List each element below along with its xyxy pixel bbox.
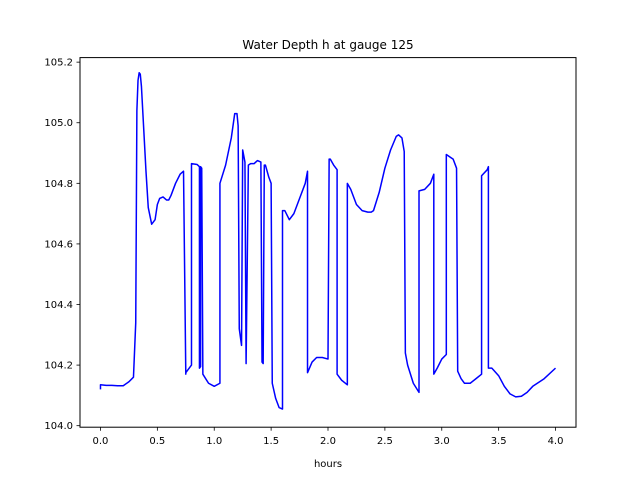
x-tick-label: 3.0 (434, 436, 450, 447)
x-tick-label: 2.5 (377, 436, 393, 447)
series-line-0 (99, 72, 557, 410)
x-tick-label: 2.0 (320, 436, 336, 447)
y-tick-label: 104.8 (44, 179, 73, 190)
y-axis: 104.0 104.2 104.4 104.6 104.8 105.0 105.2 (44, 58, 80, 432)
y-tick-label: 104.0 (44, 421, 73, 432)
plot-area (99, 72, 557, 410)
x-tick-label: 0.5 (149, 436, 165, 447)
x-tick-label: 0.0 (93, 436, 109, 447)
x-tick-label: 1.0 (206, 436, 222, 447)
chart-title: Water Depth h at gauge 125 (242, 38, 413, 52)
y-tick-label: 104.6 (44, 239, 73, 250)
x-tick-label: 1.5 (263, 436, 279, 447)
x-axis: 0.0 0.5 1.0 1.5 2.0 2.5 3.0 3.5 4.0 (93, 427, 564, 447)
x-axis-label: hours (314, 459, 342, 470)
y-tick-label: 104.2 (44, 361, 73, 372)
plot-frame (79, 57, 577, 428)
x-tick-label: 4.0 (548, 436, 564, 447)
y-tick-label: 104.4 (44, 300, 73, 311)
x-tick-label: 3.5 (491, 436, 507, 447)
y-tick-label: 105.2 (44, 58, 73, 69)
y-tick-label: 105.0 (44, 118, 73, 129)
